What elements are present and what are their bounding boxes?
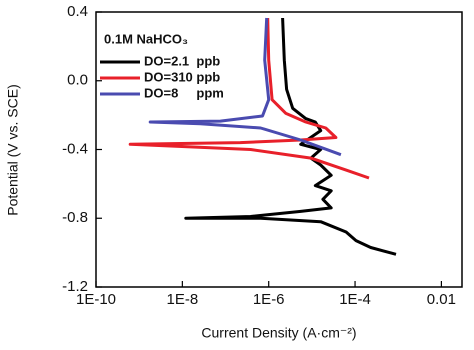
data-line [148, 17, 342, 157]
y-tick-label: -0.4 [62, 140, 88, 157]
y-tick-label: 0.4 [67, 3, 88, 20]
x-tick-label: 1E-6 [253, 291, 285, 308]
data-line [128, 17, 370, 180]
x-tick-label: 1E-8 [167, 291, 199, 308]
x-tick-label: 0.01 [427, 291, 456, 308]
legend-label: DO=2.1 ppb [144, 53, 220, 68]
y-tick-label: -1.2 [62, 278, 88, 295]
y-tick-label: -0.8 [62, 209, 88, 226]
x-tick-label: 1E-10 [76, 291, 116, 308]
legend-label: DO=8 ppm [144, 85, 224, 100]
x-axis-title: Current Density (A·cm⁻²) [201, 325, 356, 341]
y-axis-title: Potential (V vs. SCE) [5, 84, 21, 216]
legend-title: 0.1M NaHCO₃ [104, 31, 188, 46]
legend-label: DO=310 ppb [144, 69, 220, 84]
x-tick-label: 1E-4 [339, 291, 371, 308]
data-line [184, 17, 397, 256]
y-tick-label: 0.0 [67, 72, 88, 89]
